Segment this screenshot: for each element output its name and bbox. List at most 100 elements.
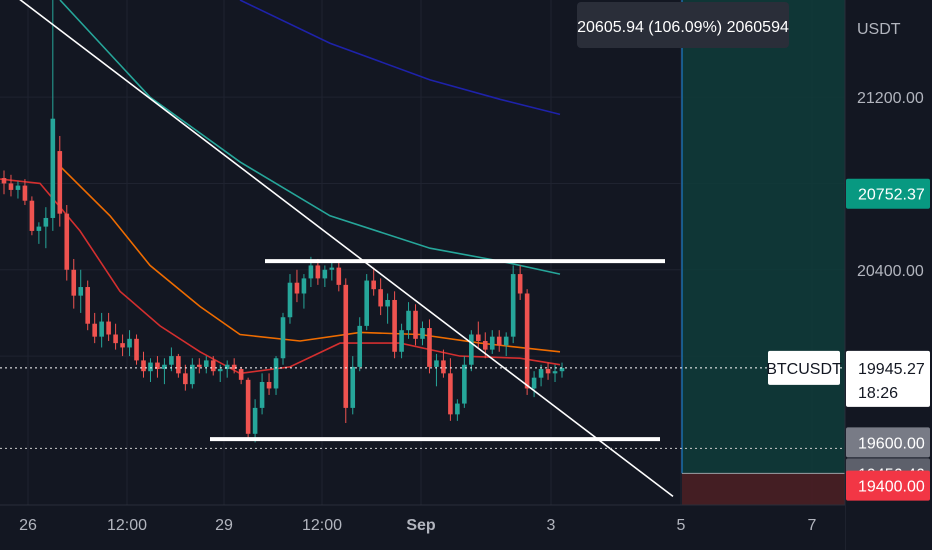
candle	[427, 319, 432, 374]
candle-body	[224, 364, 230, 370]
candle	[238, 366, 244, 385]
candle-body	[552, 371, 558, 374]
candle-body	[245, 379, 251, 434]
candle	[343, 278, 349, 423]
moving-average-3	[59, 165, 561, 353]
candle-body	[406, 310, 411, 331]
candle	[162, 358, 167, 385]
stop-zone	[682, 473, 845, 505]
time-ticks: 26 12:00 29 12:00 Sep 3 5 7	[19, 517, 816, 534]
candle	[510, 265, 516, 344]
candle	[280, 312, 286, 365]
measure-tooltip: 20605.94 (106.09%) 2060594	[577, 2, 789, 48]
candle-body	[92, 323, 97, 337]
candle	[559, 362, 565, 378]
candle-body	[371, 280, 376, 290]
candle-body	[517, 274, 523, 294]
candle	[190, 358, 195, 389]
long-position-box[interactable]	[681, 0, 845, 505]
candle	[357, 317, 363, 372]
candle-body	[510, 274, 516, 337]
candle-body	[315, 265, 321, 279]
candle-body	[294, 282, 300, 294]
trendline	[19, 0, 674, 498]
candle	[413, 304, 418, 346]
candle-body	[322, 269, 328, 279]
candle-body	[378, 289, 383, 307]
time-tick-label: Sep	[406, 517, 436, 534]
candle	[489, 330, 495, 354]
candle-body	[183, 373, 188, 385]
candle	[50, 0, 56, 231]
price-tag: 19600.00	[846, 427, 930, 458]
candle	[203, 356, 209, 374]
candle	[420, 321, 425, 346]
candle-body	[141, 360, 146, 372]
target-zone	[682, 0, 845, 474]
candle-body	[197, 364, 202, 367]
candle	[36, 222, 42, 244]
price-tag-label: 20752.37	[858, 187, 925, 204]
candle-body	[15, 185, 21, 190]
candle	[350, 356, 356, 415]
candle	[252, 399, 258, 443]
candle-body	[176, 356, 181, 374]
candle-body	[364, 280, 369, 326]
candle-body	[350, 366, 356, 408]
candle-body	[462, 364, 467, 404]
candle	[392, 291, 397, 359]
price-tag-time: 18:26	[858, 385, 898, 402]
candle	[287, 274, 293, 324]
candle-body	[134, 338, 139, 361]
candle-body	[57, 151, 63, 214]
moving-average-2	[59, 0, 561, 275]
drawing-tools[interactable]	[12, 0, 674, 498]
time-tick-label: 26	[19, 517, 37, 534]
candle-body	[78, 287, 84, 296]
candle-body	[120, 343, 125, 348]
candle-body	[190, 364, 195, 385]
candle	[385, 293, 390, 324]
candle	[78, 269, 84, 313]
candle	[71, 258, 77, 309]
moving-average-4	[0, 178, 561, 375]
candle-body	[113, 334, 118, 344]
candle-body	[71, 269, 77, 296]
price-tag-label: 19945.27	[858, 361, 925, 378]
candle-body	[252, 407, 258, 434]
candle-body	[1, 178, 7, 184]
candle-body	[280, 317, 286, 359]
candle	[155, 356, 160, 378]
candle	[127, 330, 132, 357]
candle	[217, 364, 223, 382]
price-axis[interactable]	[845, 0, 932, 550]
candle	[57, 135, 63, 227]
candle	[273, 356, 279, 395]
time-tick-label: 3	[547, 517, 556, 534]
candle	[301, 274, 307, 309]
price-tags: 20752.3719945.2718:26BTCUSDT19600.001945…	[766, 178, 930, 501]
candle-body	[448, 373, 453, 415]
candle	[231, 358, 237, 374]
candle-body	[336, 267, 342, 285]
candle	[399, 323, 404, 359]
candle-body	[545, 369, 551, 374]
candle	[245, 377, 251, 439]
candle-body	[127, 338, 132, 348]
candle-body	[427, 328, 432, 367]
candle-body	[8, 183, 14, 190]
candle	[503, 332, 509, 357]
time-axis[interactable]	[0, 505, 845, 550]
candle-body	[29, 200, 35, 231]
candle	[141, 351, 146, 378]
price-tag: 20752.37	[846, 178, 930, 209]
candle-body	[22, 185, 28, 201]
candle-body	[203, 360, 209, 367]
time-tick-label: 7	[808, 517, 817, 534]
candle-body	[434, 360, 439, 367]
candle	[434, 353, 439, 387]
candle-body	[385, 299, 390, 307]
candle	[259, 373, 265, 415]
candle	[524, 289, 530, 395]
